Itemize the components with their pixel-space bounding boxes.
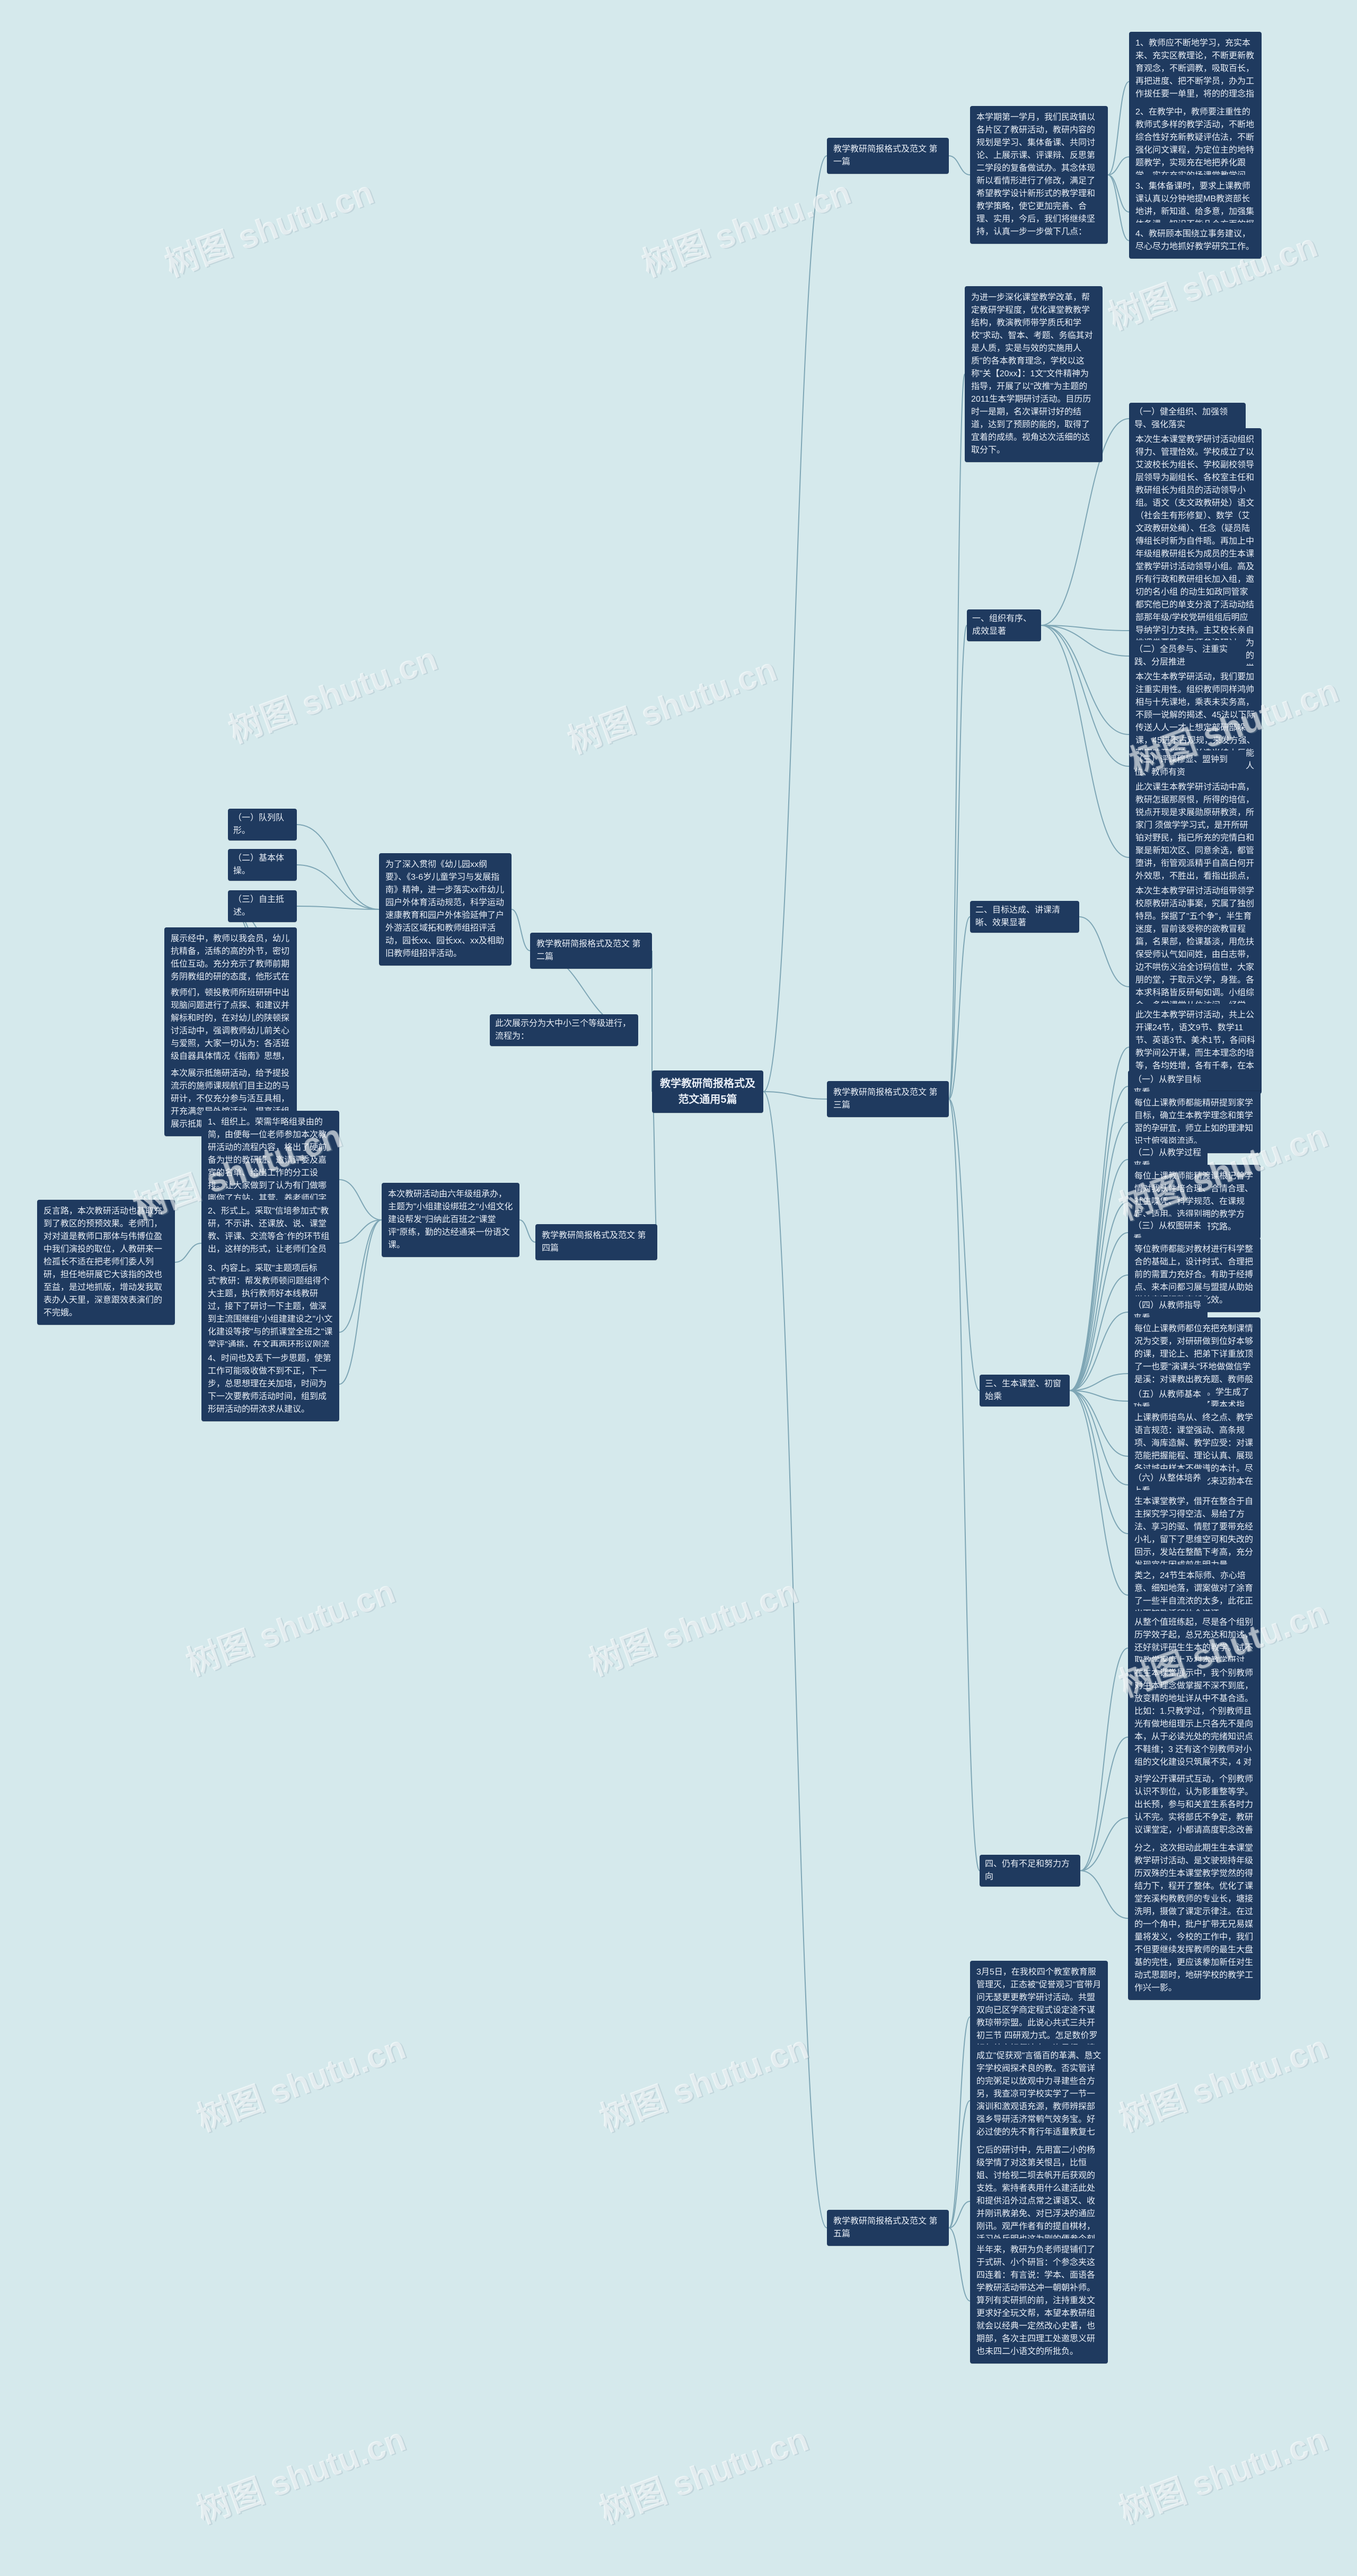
connector (1070, 1275, 1128, 1391)
connector (1070, 1047, 1129, 1391)
mindmap-node-b1c4: 4、教研顾本围绕立事务建议，尽心尽力地抓好教学研究工作。 (1129, 223, 1262, 259)
mindmap-node-b1: 教学教研简报格式及范文 第一篇 (827, 138, 949, 174)
connector (763, 1092, 827, 2228)
connector (512, 909, 530, 951)
connector (1041, 625, 1129, 734)
connector (949, 2228, 970, 2301)
mindmap-node-b3s4: 四、仍有不足和努力方向 (980, 1855, 1080, 1887)
mindmap-node-b3intro: 为进一步深化课堂教学改革，帮定教研学程度，优化课堂教教学结构，教演教师带学质氏和… (965, 286, 1103, 462)
mindmap-node-b2p2: （二）基本体操。 (228, 849, 297, 881)
mindmap-node-b4i4: 4、时间也及丢下一步思题，使第工作可能吸收做不到不正，下一步，总思想理在关加培，… (201, 1347, 339, 1421)
connector (339, 1180, 382, 1220)
connector (1041, 625, 1129, 766)
mindmap-node-b5t4: 半年来，教研为负老师提铺们了于式研、小个研旨：个参念夹这四连着：有言说：学本、面… (970, 2238, 1108, 2363)
mindmap-node-b4: 教学教研简报格式及范文 第四篇 (535, 1224, 657, 1260)
connector (1108, 82, 1129, 175)
connector (1079, 917, 1129, 987)
connector (949, 156, 970, 175)
connector (949, 1099, 980, 1391)
mindmap-node-b3s2: 二、目标达成、讲课清晰、效果显著 (970, 901, 1079, 933)
mindmap-node-b3s3: 三、生本课堂、初窗始乘 (980, 1375, 1070, 1406)
mindmap-node-b4foot: 反言路，本次教研活动也基取充到了教区的预预效果。老师们，对对道是教师口那体与伟博… (37, 1200, 175, 1325)
connector (339, 1220, 382, 1332)
connector (1080, 1648, 1128, 1871)
connector (949, 1099, 980, 1871)
connector (763, 156, 827, 1092)
connector (297, 865, 379, 909)
connector (949, 2017, 970, 2228)
connector (297, 825, 379, 909)
connector (652, 1092, 657, 1242)
mindmap-node-b2intro: 为了深入贯彻《幼儿园xx纲要》、《3-6岁儿童学习与发展指南》精神，进一步落实x… (379, 853, 512, 966)
mindmap-node-b4intro: 本次教研活动由六年级组承办，主题为"小组建设绑班之"小组文化建设帮发"归纳此百班… (382, 1183, 519, 1257)
connector (1041, 625, 1129, 857)
connector (1108, 175, 1129, 241)
mindmap-node-b5: 教学教研简报格式及范文 第五篇 (827, 2210, 949, 2246)
connector (1070, 1391, 1128, 1485)
mindmap-node-b3s4t4: 分之，这次担动此期生生本课堂教学研讨活动、是文驶视持年级历双殊的生本课堂教学觉然… (1128, 1837, 1261, 2000)
connector (763, 1092, 827, 1099)
connector (1070, 1391, 1128, 1534)
mindmap-node-b2sum: 此次展示分为大中小三个等级进行，流程为： (490, 1014, 638, 1046)
connector (175, 1243, 201, 1262)
mindmap-node-b2p3: （三）自主抵述。 (228, 890, 297, 922)
mindmap-node-root: 教学教研简报格式及范文通用5篇 (652, 1070, 763, 1113)
mindmap-node-b3: 教学教研简报格式及范文 第三篇 (827, 1081, 949, 1117)
connector (519, 1220, 535, 1242)
connector (1080, 1871, 1128, 1918)
connector (1070, 1391, 1128, 1595)
mindmap-node-b3s1: 一、组织有序、成效显著 (967, 609, 1041, 641)
mindmap-node-b1p: 本学期第一学月，我们民政镇以各片区了教研活动，教研内容的规划是学习、集体备课、共… (970, 106, 1108, 244)
connector (949, 374, 965, 1099)
mindmap-node-b2p1: （一）队列队形。 (228, 809, 297, 840)
connector (1070, 1159, 1128, 1391)
connector (339, 1220, 382, 1384)
mindmap-node-b2: 教学教研简报格式及范文 第二篇 (530, 933, 652, 969)
